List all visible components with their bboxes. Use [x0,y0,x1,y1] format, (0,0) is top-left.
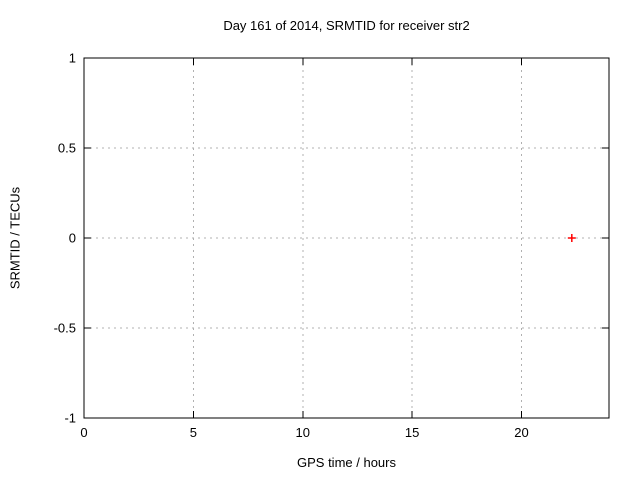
chart-title: Day 161 of 2014, SRMTID for receiver str… [223,18,470,33]
y-tick-label: 1 [69,51,76,66]
x-axis-label: GPS time / hours [297,455,396,470]
x-tick-label: 5 [190,425,197,440]
y-axis-label: SRMTID / TECUs [7,186,23,290]
y-tick-label: 0.5 [58,141,76,156]
y-tick-label: -1 [64,411,76,426]
y-tick-label: -0.5 [54,321,76,336]
x-tick-label: 0 [80,425,87,440]
y-tick-label: 0 [69,231,76,246]
x-tick-label: 20 [514,425,528,440]
x-tick-label: 15 [405,425,419,440]
x-tick-label: 10 [296,425,310,440]
